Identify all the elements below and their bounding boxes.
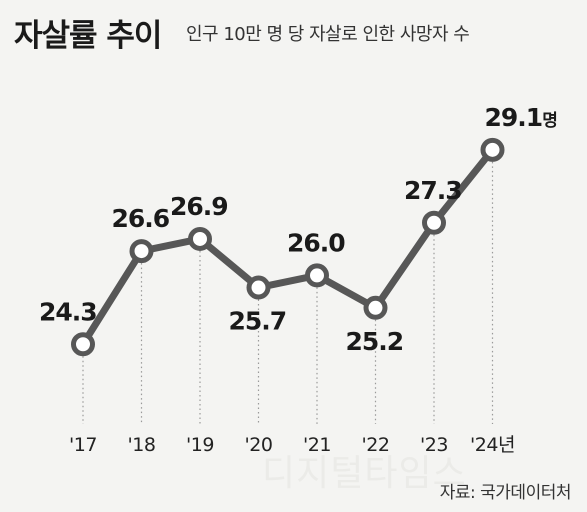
unit-label: 명 xyxy=(542,111,557,131)
data-point xyxy=(71,332,95,357)
data-point xyxy=(480,137,505,162)
x-tick-label: '24년 xyxy=(470,434,515,456)
data-label: 27.3 xyxy=(404,176,462,205)
data-point xyxy=(129,239,154,264)
x-tick-label: '23 xyxy=(420,434,448,456)
x-tick-label: '18 xyxy=(128,434,156,456)
chart-subtitle: 인구 10만 명 당 자살로 인한 사망자 수 xyxy=(186,24,470,45)
x-tick-label: '17 xyxy=(69,434,97,456)
source-note: 자료: 국가데이터처 xyxy=(439,483,572,503)
data-label: 26.0 xyxy=(287,228,345,257)
x-tick-label: '20 xyxy=(245,434,273,456)
data-label: 25.2 xyxy=(346,327,404,356)
x-tick-label: '21 xyxy=(303,434,331,456)
data-label: 25.7 xyxy=(229,307,287,336)
chart-title: 자살률 추이 xyxy=(14,18,162,54)
data-point xyxy=(246,275,271,300)
data-label: 26.9 xyxy=(170,192,228,221)
x-tick-label: '22 xyxy=(362,434,390,456)
data-label: 24.3 xyxy=(39,297,97,326)
data-label: 26.6 xyxy=(112,204,170,233)
x-tick-label: '19 xyxy=(186,434,214,456)
data-point xyxy=(363,295,388,320)
data-point xyxy=(422,210,446,235)
data-point xyxy=(188,226,212,251)
watermark: 디지털타임스 xyxy=(262,453,467,494)
data-label: 29.1명 xyxy=(485,103,557,132)
data-point xyxy=(305,263,329,288)
